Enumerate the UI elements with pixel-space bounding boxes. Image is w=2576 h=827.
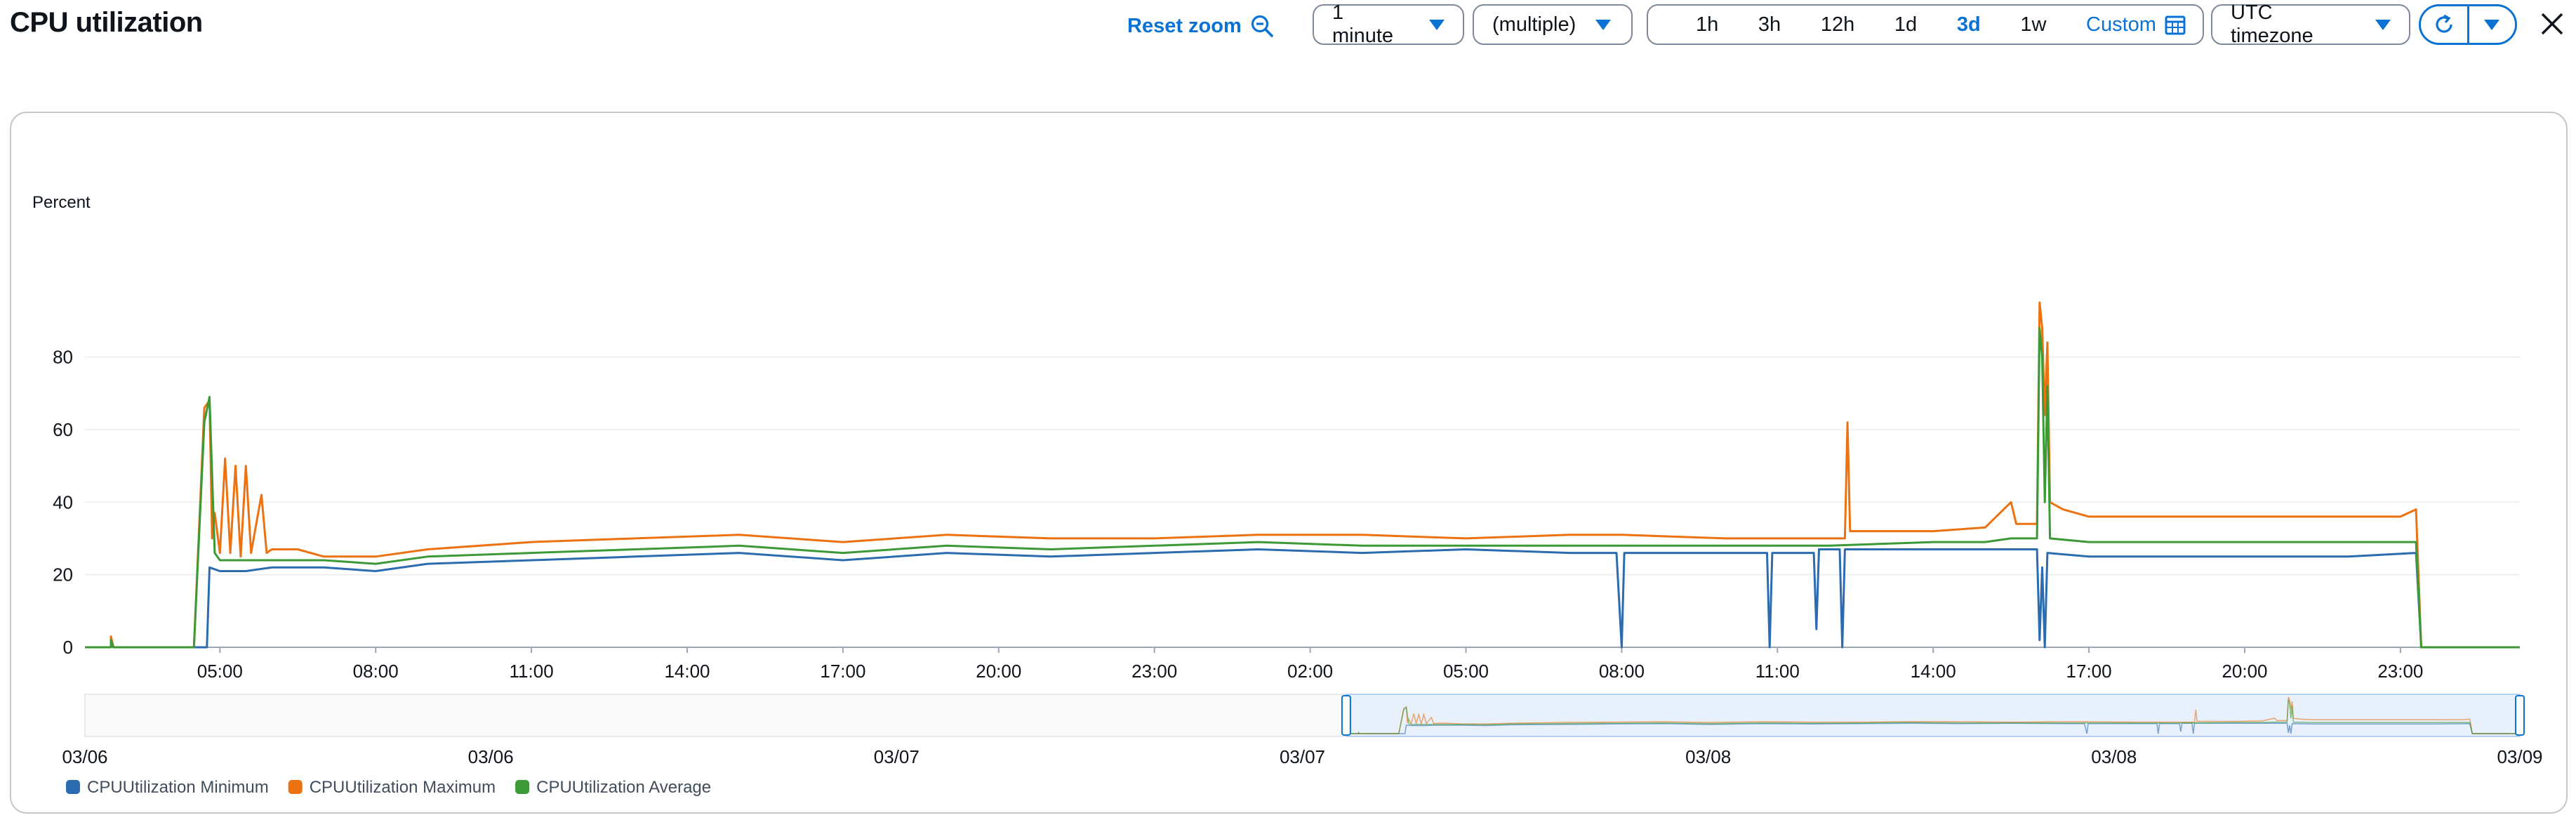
overview-selection[interactable]	[1346, 694, 2521, 737]
statistic-select[interactable]: (multiple)	[1473, 4, 1633, 45]
overview-date-label: 03/09	[2497, 746, 2542, 767]
x-tick-label: 05:00	[197, 661, 243, 682]
reset-zoom-button[interactable]: Reset zoom	[1127, 14, 1274, 38]
range-3d[interactable]: 3d	[1956, 13, 1981, 36]
page-title: CPU utilization	[10, 7, 203, 38]
x-tick-label: 17:00	[2066, 661, 2112, 682]
time-range-selector: 1h 3h 12h 1d 3d 1w Custom	[1647, 4, 2204, 45]
x-tick-label: 02:00	[1287, 661, 1333, 682]
overview-date-label: 03/08	[1685, 746, 1731, 767]
overview-date-label: 03/07	[1280, 746, 1325, 767]
refresh-icon	[2436, 14, 2452, 33]
overview-series-1	[1346, 722, 2520, 734]
refresh-button[interactable]	[2421, 6, 2469, 43]
x-tick-label: 17:00	[820, 661, 865, 682]
period-value: 1 minute	[1332, 1, 1394, 47]
x-tick-label: 05:00	[1443, 661, 1489, 682]
legend-swatch	[515, 780, 530, 794]
range-12h[interactable]: 12h	[1820, 13, 1855, 36]
series-line-2[interactable]	[85, 301, 2520, 649]
overview-date-label: 03/08	[2091, 746, 2137, 767]
x-tick-label: 11:00	[1755, 661, 1800, 682]
x-tick-label: 23:00	[1131, 661, 1177, 682]
range-1w[interactable]: 1w	[2020, 13, 2047, 36]
refresh-button-group	[2419, 4, 2517, 45]
legend-label[interactable]: CPUUtilization Maximum	[310, 778, 496, 797]
overview-date-label: 03/07	[874, 746, 919, 767]
x-tick-label: 08:00	[353, 661, 399, 682]
refresh-menu-button[interactable]	[2469, 6, 2516, 43]
legend-label[interactable]: CPUUtilization Minimum	[87, 778, 269, 797]
chart-panel: Percent 0 20 40 60 80 05:00 08:00 11:00 14:00 17:0…	[10, 112, 2568, 814]
range-1d[interactable]: 1d	[1894, 13, 1918, 36]
cpu-utilization-chart[interactable]: Percent 0 20 40 60 80 05:00 08:00 11:00 14:00 17:0…	[11, 113, 2566, 812]
timezone-value: UTC timezone	[2231, 1, 2313, 47]
x-tick-label: 14:00	[1911, 661, 1956, 682]
caret-down-icon	[1595, 19, 1612, 30]
series-line-3[interactable]	[85, 326, 2520, 649]
overview-handle[interactable]	[1341, 695, 1351, 736]
y-tick-label: 40	[53, 491, 73, 512]
x-tick-label: 14:00	[664, 661, 710, 682]
close-icon[interactable]	[2538, 10, 2566, 38]
overview-date-label: 03/06	[468, 746, 514, 767]
timezone-select[interactable]: UTC timezone	[2211, 1, 2410, 47]
legend-swatch	[288, 780, 303, 794]
caret-down-icon	[2484, 19, 2500, 30]
y-tick-label: 80	[53, 347, 73, 368]
x-tick-label: 20:00	[976, 661, 1021, 682]
calendar-icon	[2165, 15, 2186, 35]
range-3h[interactable]: 3h	[1758, 13, 1781, 36]
x-tick-label: 23:00	[2377, 661, 2423, 682]
overview-series-3	[1346, 699, 2520, 734]
caret-down-icon	[1429, 19, 1445, 30]
custom-range-label: Custom	[2086, 13, 2156, 36]
y-axis-label: Percent	[32, 193, 91, 212]
overview-handle[interactable]	[2515, 695, 2525, 736]
overview-date-label: 03/06	[62, 746, 107, 767]
custom-range-button[interactable]: Custom	[2086, 13, 2186, 37]
overview-series-2	[1346, 696, 2520, 734]
legend-label[interactable]: CPUUtilization Average	[536, 778, 711, 797]
x-tick-label: 20:00	[2222, 661, 2267, 682]
y-tick-label: 0	[63, 637, 73, 658]
series-line-1[interactable]	[85, 548, 2520, 649]
caret-down-icon	[2375, 19, 2391, 30]
reset-zoom-label: Reset zoom	[1127, 14, 1242, 37]
zoom-out-icon	[1251, 15, 1273, 37]
x-tick-label: 08:00	[1599, 661, 1645, 682]
range-1h[interactable]: 1h	[1696, 13, 1719, 36]
legend-swatch	[66, 780, 80, 794]
statistic-value: (multiple)	[1492, 13, 1576, 36]
x-tick-label: 11:00	[510, 661, 554, 682]
y-tick-label: 20	[53, 564, 73, 585]
y-tick-label: 60	[53, 419, 73, 440]
period-select[interactable]: 1 minute	[1313, 1, 1464, 47]
